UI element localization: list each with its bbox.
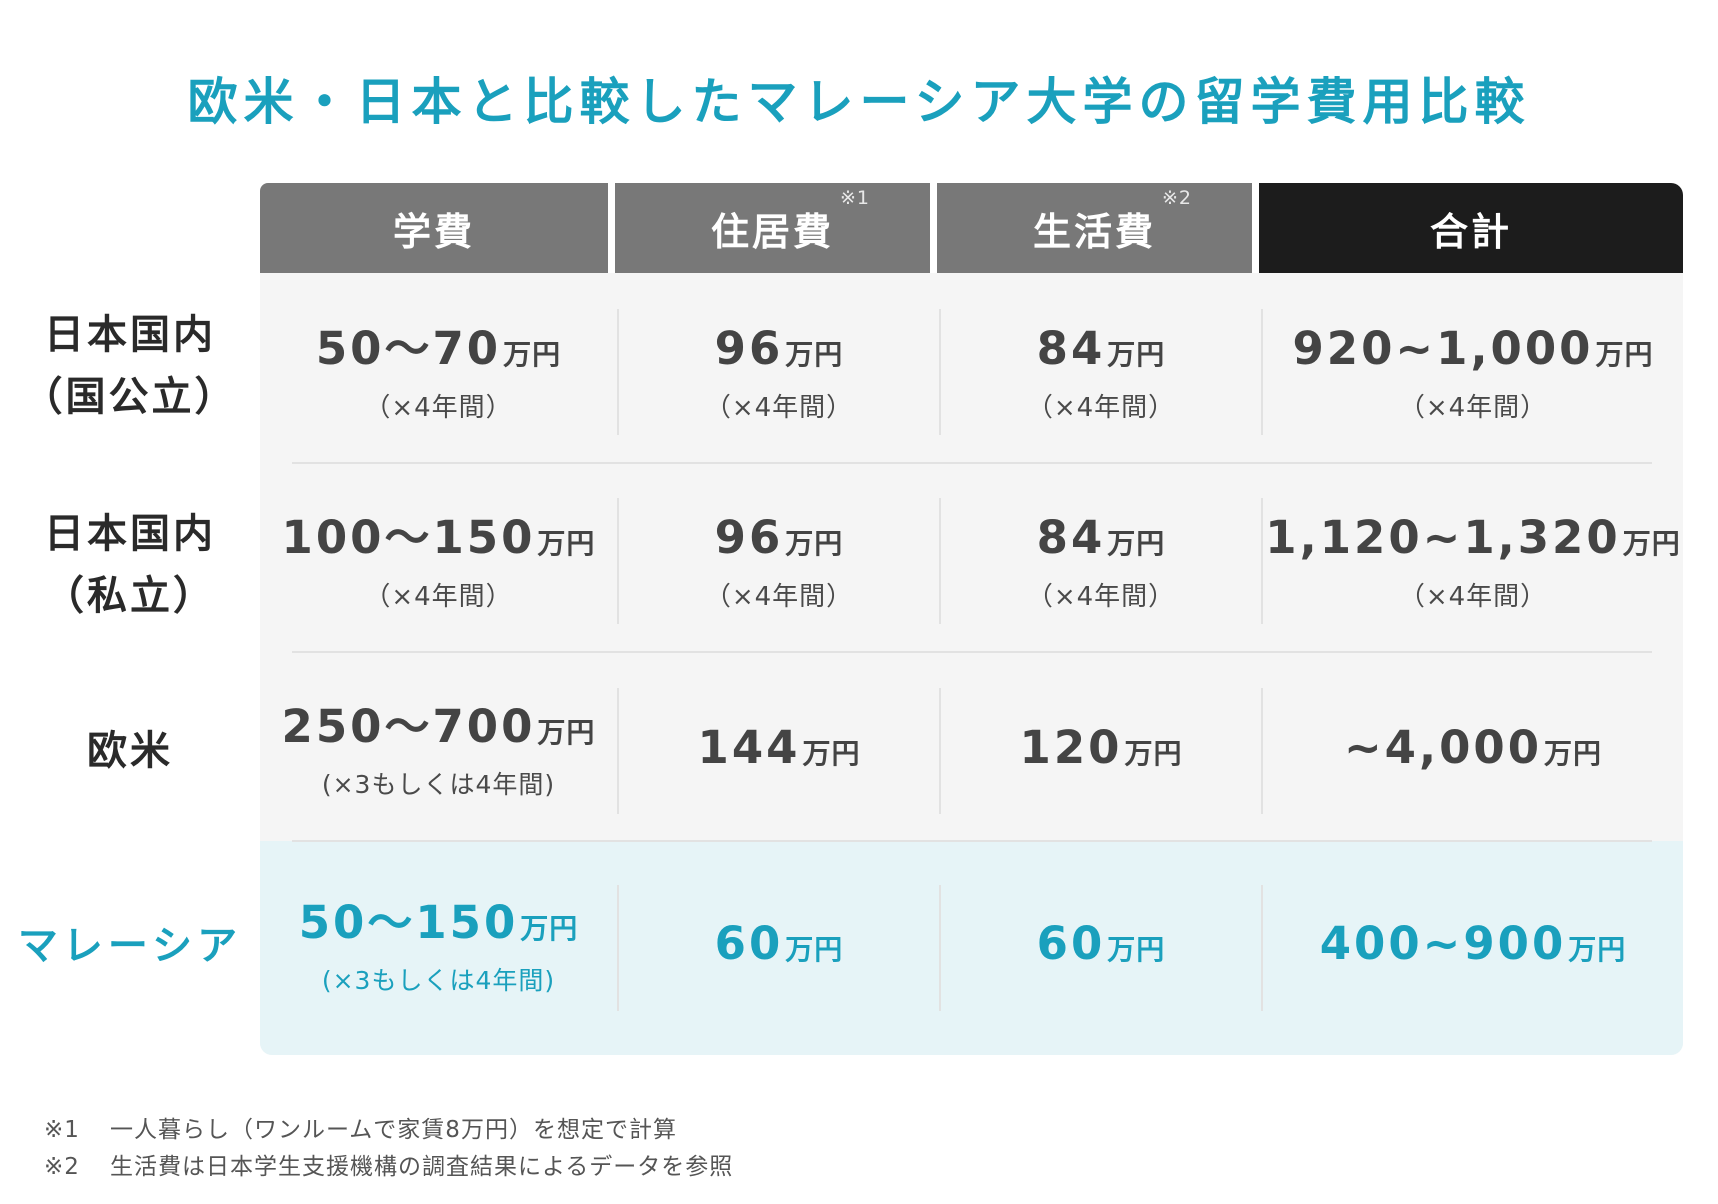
cell-value: 144万円 [697,721,861,774]
cell-value: 250〜700万円 [281,700,596,753]
row-label-japan-private: 日本国内 （私立） [0,503,260,627]
cell-value: 60万円 [714,917,844,970]
footnote-text: 生活費は日本学生支援機構の調査結果によるデータを参照 [110,1154,734,1180]
cell-value: 96万円 [714,321,844,375]
comparison-table: 学費 住居費 ※1 生活費 ※2 合計 50〜70万円 （×4年間） 96万円 （×… [260,183,1683,1055]
row-label-line: マレーシア [17,923,243,969]
cell-value: 84万円 [1036,510,1166,564]
cell-malaysia-living: 60万円 [941,877,1261,1017]
cell-value: 400~900万円 [1319,917,1627,970]
cell-value: 50〜70万円 [315,321,562,375]
cell-value: ~4,000万円 [1343,721,1603,774]
column-divider [617,309,619,435]
cell-japan-public-housing: 96万円 （×4年間） [619,303,939,443]
cell-japan-public-tuition: 50〜70万円 （×4年間） [260,303,617,443]
cell-japan-public-total: 920~1,000万円 （×4年間） [1263,303,1683,443]
column-divider [939,688,941,814]
column-divider [1261,309,1263,435]
cell-note: （×4年間） [1026,581,1176,612]
cell-note: (×3もしくは4年間) [321,966,556,995]
row-divider [292,651,1652,653]
cell-note: （×4年間） [364,581,513,612]
row-label-west: 欧米 [0,720,260,782]
footnote-mark-1: ※1 [840,186,871,209]
row-label-line: （国公立） [22,374,238,420]
column-header-label: 住居費 ※1 [710,186,871,254]
cell-note: (×3もしくは4年間) [321,770,556,799]
row-divider [292,840,1652,842]
cell-value: 920~1,000万円 [1292,321,1654,375]
row-label-line: （私立） [44,573,216,619]
row-label-line: 欧米 [87,728,173,774]
column-header-tuition: 学費 [260,183,608,273]
column-header-living: 生活費 ※2 [937,183,1252,273]
cell-japan-private-tuition: 100〜150万円 （×4年間） [260,492,617,632]
column-divider [1261,885,1263,1011]
cell-value: 96万円 [714,510,844,564]
column-header-label: 学費 [392,209,475,254]
cell-note: （×4年間） [704,392,854,423]
page-title: 欧米・日本と比較したマレーシア大学の留学費用比較 [187,73,1531,131]
cell-value: 60万円 [1036,917,1166,970]
cell-japan-private-total: 1,120~1,320万円 （×4年間） [1263,492,1683,632]
row-label-line: 日本国内 [44,312,216,358]
column-divider [1261,498,1263,624]
malaysia-row-highlight [260,841,1683,1055]
cell-value: 120万円 [1019,721,1183,774]
footnote-mark-2: ※2 [1162,186,1193,209]
column-divider [617,688,619,814]
cell-value: 1,120~1,320万円 [1265,510,1681,564]
cell-note: （×4年間） [364,392,513,423]
cell-west-living: 120万円 [941,681,1261,821]
cell-malaysia-total: 400~900万円 [1263,877,1683,1017]
cell-value: 84万円 [1036,321,1166,375]
column-divider [1261,688,1263,814]
footnote-text: 一人暮らし（ワンルームで家賃8万円）を想定で計算 [110,1117,677,1143]
cell-japan-private-housing: 96万円 （×4年間） [619,492,939,632]
cell-value: 50〜150万円 [298,896,579,949]
column-divider [939,309,941,435]
row-divider [292,462,1652,464]
row-label-japan-public: 日本国内 （国公立） [0,304,260,428]
footnote-mark: ※1 [44,1117,80,1143]
column-header-housing: 住居費 ※1 [615,183,930,273]
cell-value: 100〜150万円 [281,510,596,564]
column-divider [617,885,619,1011]
row-label-line: 日本国内 [44,511,216,557]
column-divider [617,498,619,624]
column-divider [939,885,941,1011]
cell-west-total: ~4,000万円 [1263,681,1683,821]
cell-note: （×4年間） [1398,581,1548,612]
column-header-label: 合計 [1429,209,1512,254]
cell-west-housing: 144万円 [619,681,939,821]
cell-japan-private-living: 84万円 （×4年間） [941,492,1261,632]
footnote-mark: ※2 [44,1154,80,1180]
column-divider [939,498,941,624]
column-header-label: 生活費 ※2 [1032,186,1193,254]
footnote-1: ※1 一人暮らし（ワンルームで家賃8万円）を想定で計算 [44,1110,677,1144]
row-label-malaysia: マレーシア [0,915,260,977]
cell-west-tuition: 250〜700万円 (×3もしくは4年間) [260,681,617,821]
cell-malaysia-housing: 60万円 [619,877,939,1017]
footnote-2: ※2 生活費は日本学生支援機構の調査結果によるデータを参照 [44,1147,733,1181]
cell-note: （×4年間） [1026,392,1176,423]
cell-note: （×4年間） [704,581,854,612]
column-header-total: 合計 [1259,183,1683,273]
cell-note: （×4年間） [1398,392,1548,423]
cell-malaysia-tuition: 50〜150万円 (×3もしくは4年間) [260,877,617,1017]
cell-japan-public-living: 84万円 （×4年間） [941,303,1261,443]
